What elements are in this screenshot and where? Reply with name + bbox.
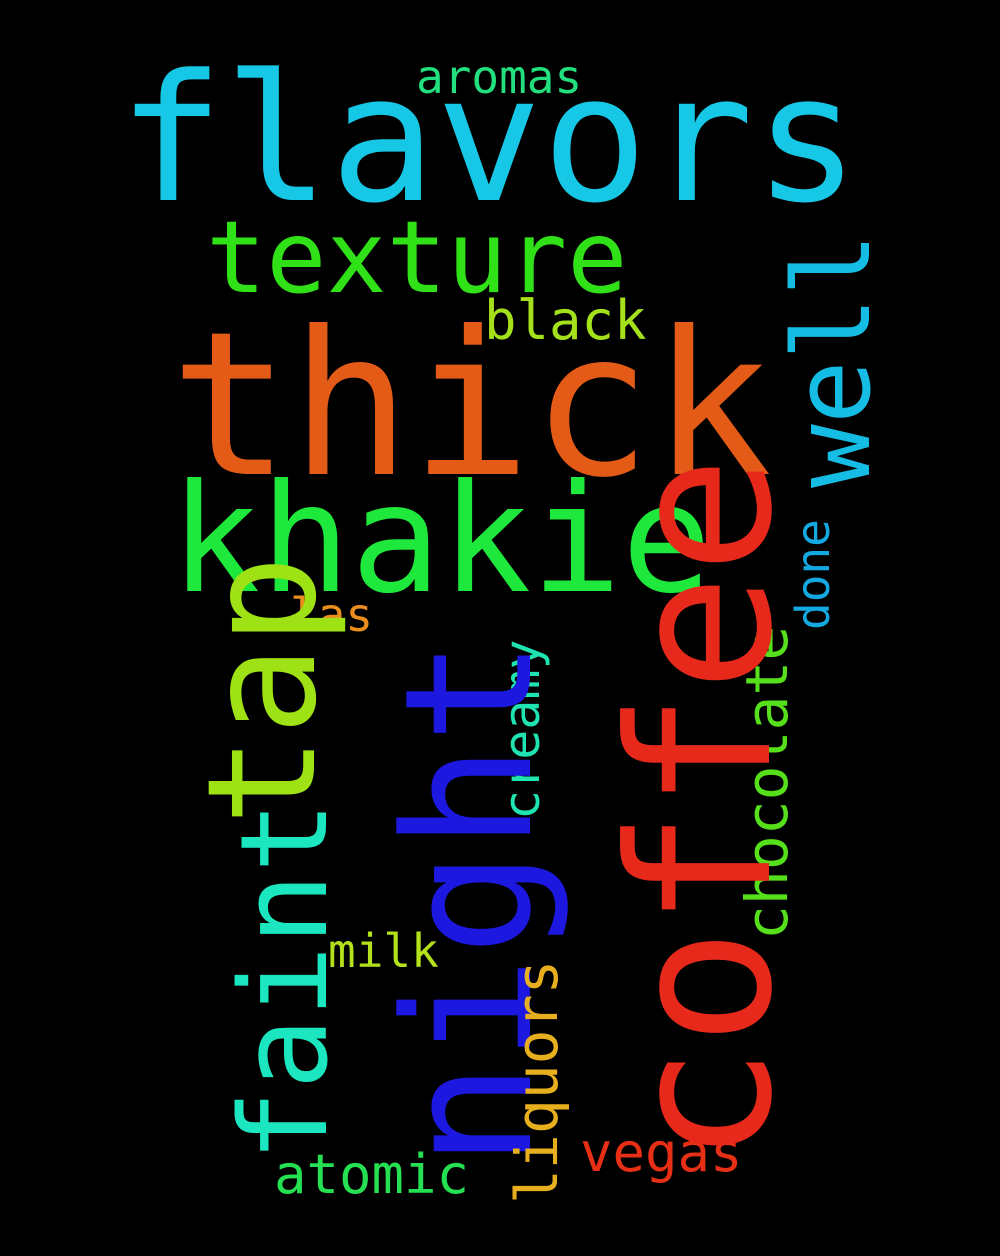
word-black: black <box>484 289 647 352</box>
word-flavors: flavors <box>118 37 860 242</box>
word-khakie: khakie <box>170 453 712 627</box>
word-thick: thick <box>170 289 773 522</box>
word-atomic: atomic <box>274 1143 470 1206</box>
word-liquors: liquors <box>503 959 571 1204</box>
word-vegas: vegas <box>580 1121 743 1184</box>
word-las: las <box>290 588 374 642</box>
word-well: well <box>771 232 894 488</box>
word-coffee: coffee <box>588 455 816 1164</box>
word-tap: tap <box>176 555 350 826</box>
word-texture: texture <box>206 199 628 316</box>
word-milk: milk <box>328 924 439 978</box>
word-aromas: aromas <box>416 50 583 104</box>
word-faint: faint <box>216 800 355 1162</box>
